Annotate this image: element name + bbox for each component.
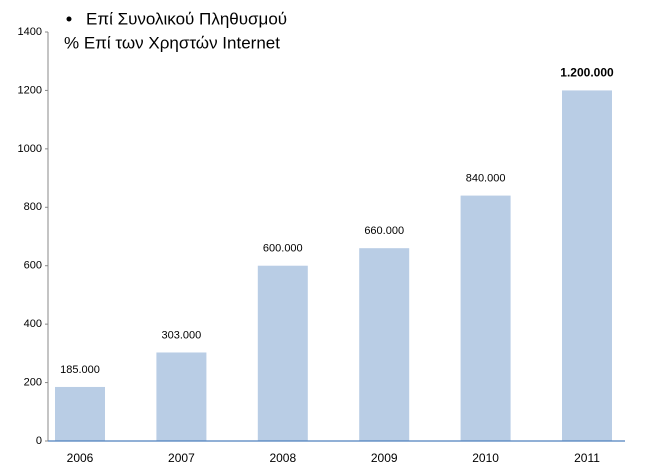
chart-subtitle: % Επί των Χρηστών Internet (64, 33, 280, 52)
chart-title: Επί Συνολικού Πληθυσμού (86, 9, 287, 28)
y-tick-label: 1000 (18, 143, 42, 155)
bullet (66, 16, 72, 22)
y-tick-label: 0 (36, 435, 42, 447)
bar (257, 265, 308, 441)
y-tick-label: 1400 (18, 26, 42, 38)
bar (55, 386, 105, 441)
y-tick-label: 600 (24, 260, 42, 272)
x-tick-label: 2006 (67, 451, 94, 465)
value-label: 185.000 (60, 364, 100, 376)
x-tick-label: 2008 (269, 451, 296, 465)
y-tick-label: 1200 (18, 84, 42, 96)
bar (562, 90, 612, 441)
value-label: 840.000 (466, 173, 506, 185)
bar (156, 352, 207, 441)
x-tick-label: 2007 (168, 451, 195, 465)
value-label: 303.000 (162, 329, 202, 341)
y-tick-label: 800 (24, 201, 42, 213)
x-tick-label: 2010 (472, 451, 499, 465)
value-label: 600.000 (263, 243, 303, 255)
value-label: 660.000 (364, 225, 404, 237)
x-tick-label: 2009 (371, 451, 398, 465)
value-label: 1.200.000 (560, 66, 614, 80)
bar (359, 248, 410, 441)
y-tick-label: 400 (24, 318, 42, 330)
x-tick-label: 2011 (574, 451, 600, 465)
y-tick-label: 200 (24, 376, 42, 388)
bar (460, 195, 511, 441)
